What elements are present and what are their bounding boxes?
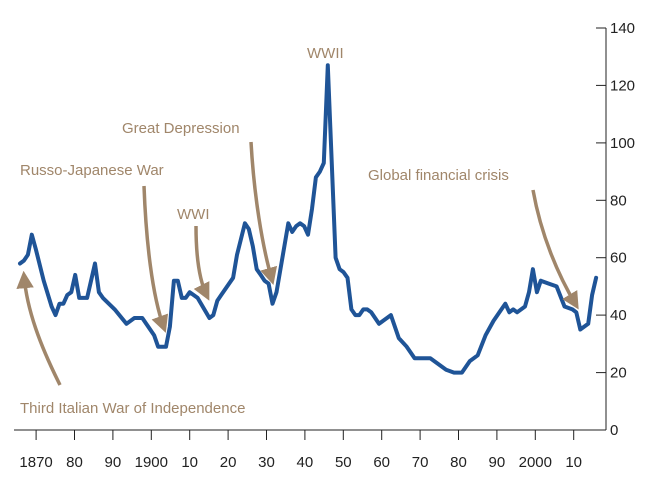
russo-japanese-war-arrow [142, 185, 169, 333]
x-tick-label: 40 [297, 454, 314, 471]
y-tick-label: 40 [610, 307, 627, 324]
x-tick-label: 50 [335, 454, 352, 471]
x-tick-label: 90 [105, 454, 122, 471]
y-tick-label: 20 [610, 365, 627, 382]
y-tick-label: 80 [610, 192, 627, 209]
x-tick-label: 1870 [19, 454, 52, 471]
annotation-wwi: WWI [177, 206, 209, 223]
x-tick-label: 10 [565, 454, 582, 471]
y-tick-label: 60 [610, 250, 627, 267]
y-tick-label: 100 [610, 135, 635, 152]
x-tick-label: 80 [66, 454, 83, 471]
x-axis-ticks: 1870 80 90 1900 10 20 30 40 50 60 70 80 … [19, 430, 582, 471]
annotation-arrows [16, 141, 579, 386]
annotation-third-italian-war: Third Italian War of Independence [20, 400, 245, 417]
global-financial-crisis-arrow [531, 189, 579, 310]
annotation-russo-japanese-war: Russo-Japanese War [20, 162, 164, 179]
x-tick-label: 80 [450, 454, 467, 471]
annotation-global-financial-crisis: Global financial crisis [368, 167, 509, 184]
x-tick-label: 2000 [519, 454, 552, 471]
x-tick-label: 30 [258, 454, 275, 471]
annotation-labels: WWII Great Depression Russo-Japanese War… [20, 45, 509, 417]
third-italian-war-arrow [16, 270, 62, 386]
y-tick-label: 0 [610, 422, 618, 439]
wwi-arrow [193, 225, 210, 301]
x-tick-label: 1900 [135, 454, 168, 471]
annotation-wwii: WWII [307, 45, 344, 62]
annotation-great-depression: Great Depression [122, 120, 240, 137]
x-tick-label: 70 [412, 454, 429, 471]
y-tick-label: 120 [610, 77, 635, 94]
y-tick-label: 140 [610, 20, 635, 37]
x-tick-label: 20 [220, 454, 237, 471]
x-tick-label: 60 [373, 454, 390, 471]
series-points [19, 65, 597, 373]
x-tick-label: 90 [489, 454, 506, 471]
series-line [18, 63, 599, 375]
great-depression-arrow [249, 141, 278, 286]
x-tick-label: 10 [181, 454, 198, 471]
y-axis-ticks: 0 20 40 60 80 100 120 140 [596, 20, 635, 439]
